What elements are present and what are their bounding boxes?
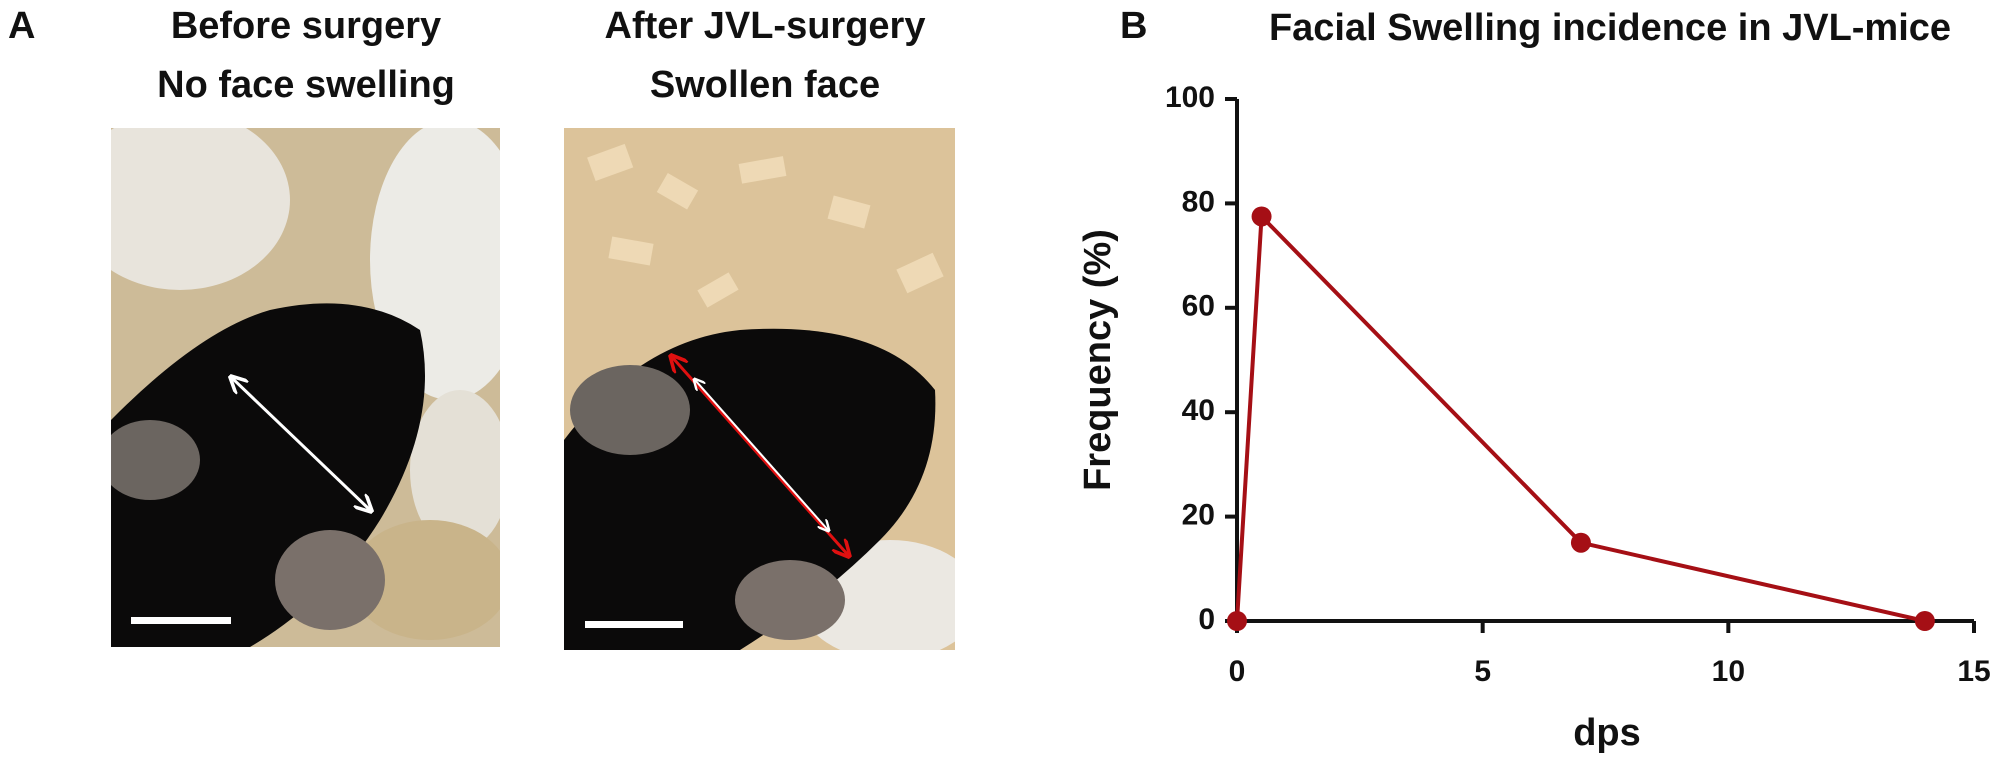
y-tick-label: 20 bbox=[1182, 499, 1215, 532]
y-tick-label: 40 bbox=[1182, 394, 1215, 427]
panel-label: A bbox=[8, 5, 35, 47]
photo-title: Before surgery bbox=[171, 5, 441, 47]
data-point bbox=[1227, 611, 1247, 631]
y-tick-label: 100 bbox=[1165, 81, 1215, 114]
x-tick-label: 5 bbox=[1474, 655, 1491, 688]
data-point bbox=[1251, 206, 1272, 227]
photo-after bbox=[564, 128, 955, 650]
photo-before bbox=[111, 128, 500, 647]
y-tick-label: 80 bbox=[1182, 185, 1215, 218]
photo-title: After JVL-surgery bbox=[605, 5, 926, 47]
x-axis-label: dps bbox=[1573, 712, 1641, 754]
x-tick-label: 15 bbox=[1957, 655, 1990, 688]
y-tick-label: 60 bbox=[1182, 290, 1215, 323]
series-line bbox=[1235, 211, 1926, 623]
photo-title: No face swelling bbox=[157, 64, 455, 106]
x-tick-label: 10 bbox=[1712, 655, 1745, 688]
data-point bbox=[1914, 611, 1935, 631]
panel-label: B bbox=[1120, 5, 1147, 47]
y-tick-label: 0 bbox=[1198, 603, 1215, 636]
photo-title: Swollen face bbox=[650, 64, 880, 106]
chart-title: Facial Swelling incidence in JVL-mice bbox=[1269, 7, 1951, 49]
y-axis-label: Frequency (%) bbox=[1077, 229, 1119, 491]
data-point bbox=[1570, 532, 1591, 553]
x-tick-label: 0 bbox=[1229, 655, 1246, 688]
